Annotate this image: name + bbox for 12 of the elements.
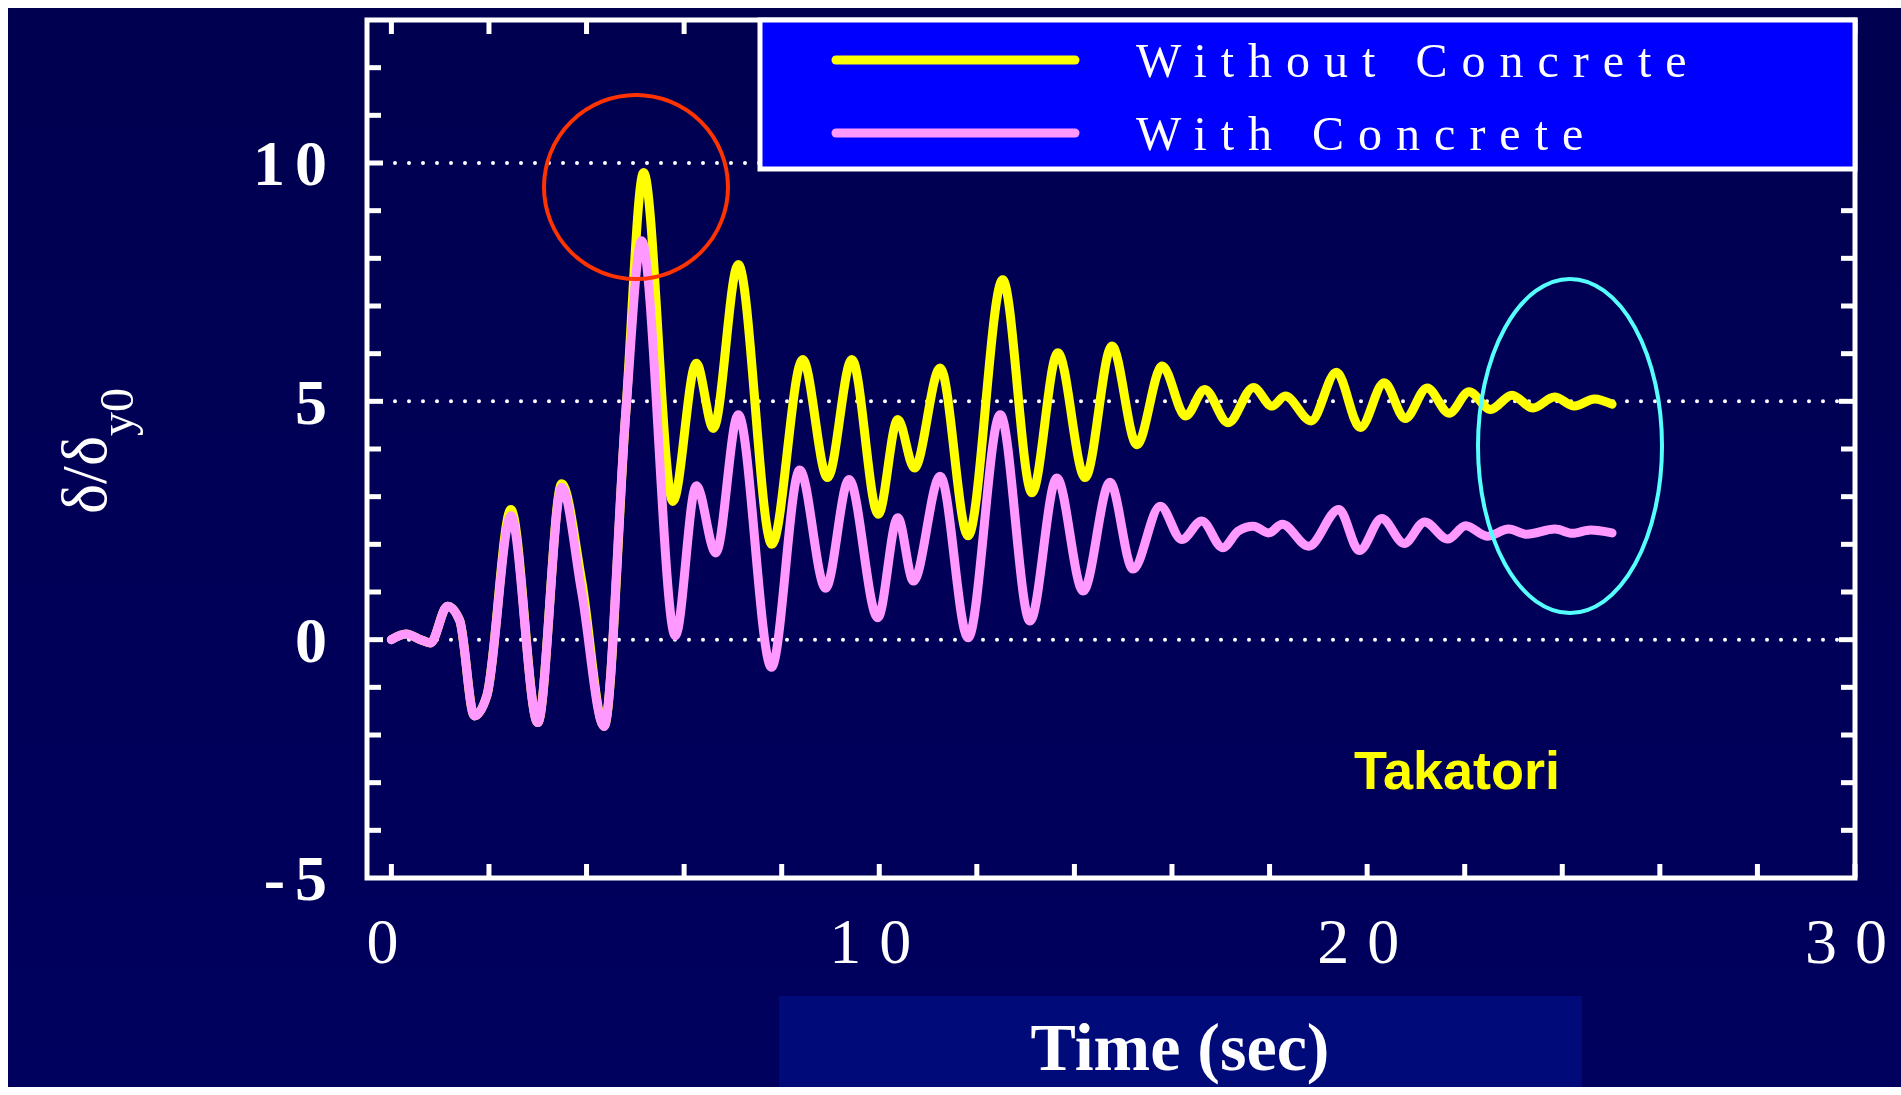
- y-tick-label: 10: [253, 128, 337, 200]
- x-axis-title: Time (sec): [1030, 1009, 1330, 1085]
- legend-label: Without Concrete: [1136, 33, 1701, 87]
- y-tick-label: -5: [263, 843, 337, 915]
- x-tick-label: 10: [829, 906, 930, 977]
- x-tick-label: 20: [1317, 906, 1418, 977]
- x-tick-label: 0: [366, 906, 417, 977]
- legend-label: With Concrete: [1136, 106, 1598, 160]
- y-tick-label: 5: [295, 366, 337, 438]
- annotation: Takatori: [1353, 740, 1561, 800]
- y-tick-label: 0: [295, 605, 337, 677]
- x-tick-label: 30: [1805, 906, 1901, 977]
